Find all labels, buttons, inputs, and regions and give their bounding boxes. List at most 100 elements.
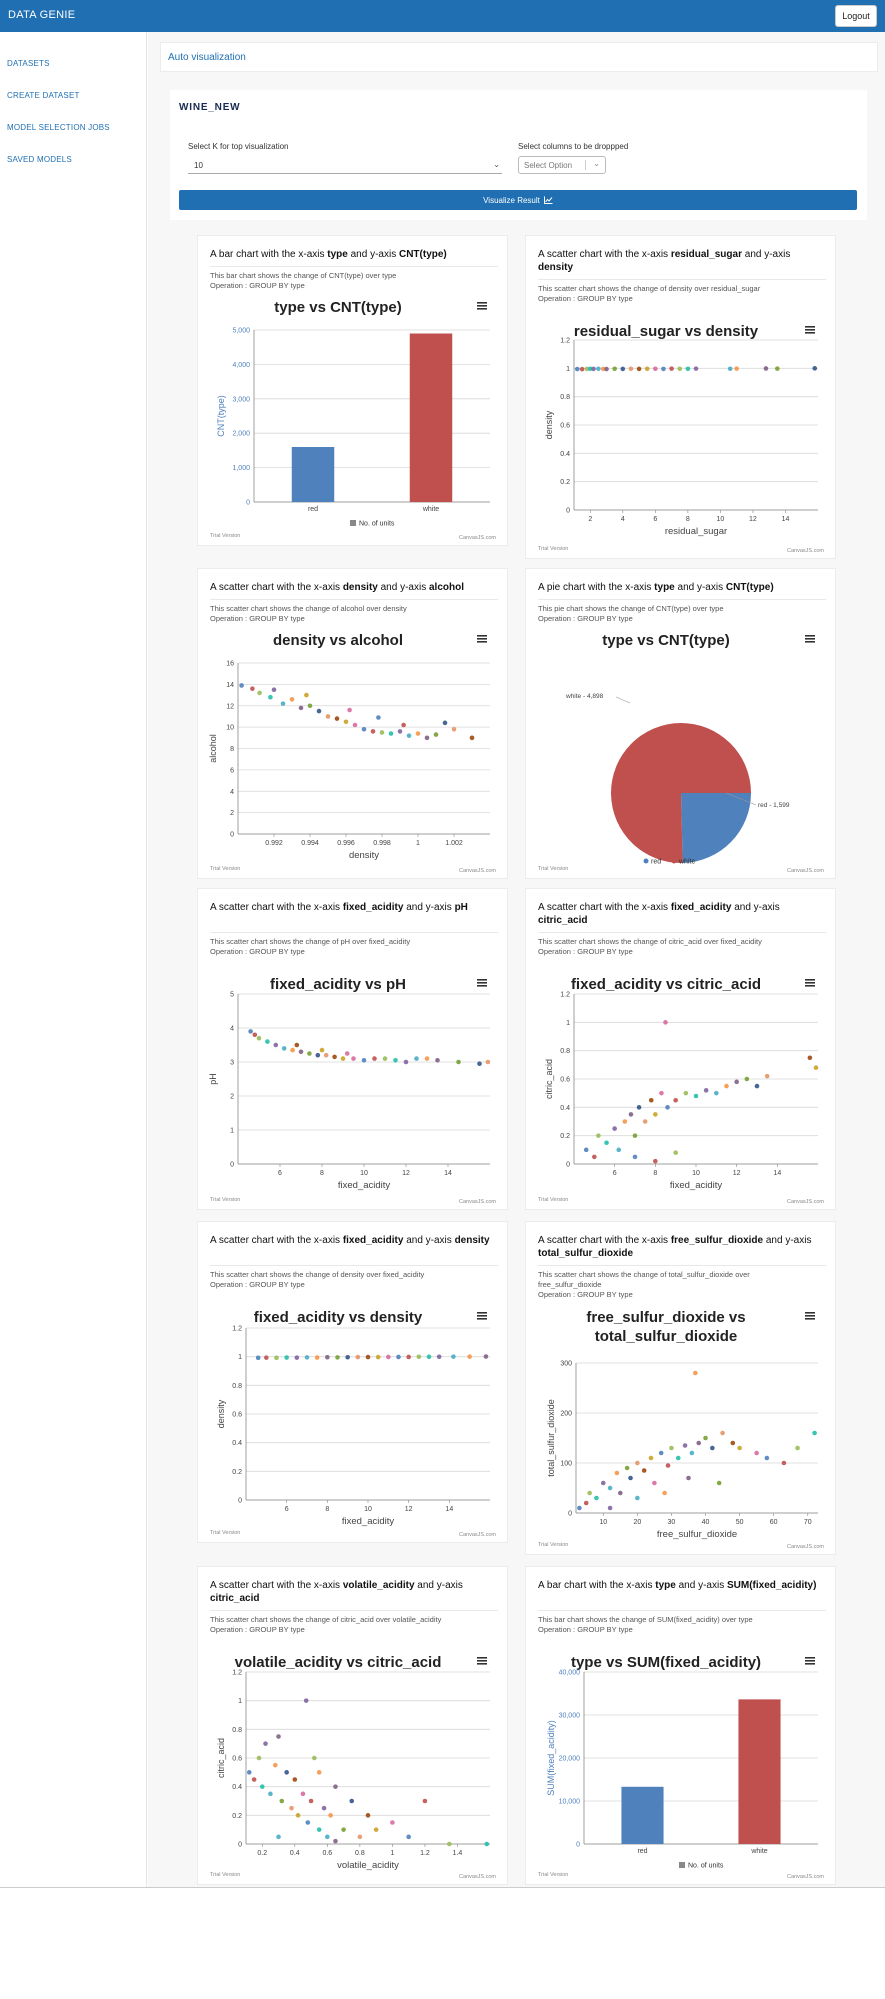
scatter-point[interactable] [467, 1354, 472, 1359]
scatter-point[interactable] [319, 1047, 325, 1053]
scatter-point[interactable] [484, 1841, 490, 1847]
scatter-point[interactable] [393, 1058, 398, 1063]
scatter-point[interactable] [382, 1056, 388, 1061]
scatter-point[interactable] [401, 722, 406, 728]
scatter-point[interactable] [456, 1059, 461, 1065]
scatter-point[interactable] [414, 1056, 419, 1061]
scatter-point[interactable] [618, 1490, 623, 1496]
scatter-point[interactable] [315, 1052, 321, 1058]
scatter-point[interactable] [659, 1090, 664, 1096]
scatter-point[interactable] [268, 694, 273, 700]
sidebar-item-saved-models[interactable]: SAVED MODELS [7, 155, 72, 164]
scatter-point[interactable] [343, 719, 349, 725]
scatter-point[interactable] [583, 1500, 589, 1506]
scatter-point[interactable] [795, 1445, 800, 1451]
scatter-point[interactable] [298, 705, 304, 711]
scatter-point[interactable] [720, 1430, 725, 1436]
scatter-point[interactable] [340, 1056, 346, 1061]
scatter-point[interactable] [290, 1047, 295, 1053]
scatter-point[interactable] [477, 1061, 482, 1066]
scatter-point[interactable] [294, 1042, 300, 1048]
pie-slice-white[interactable] [611, 723, 751, 863]
scatter-point[interactable] [273, 1042, 279, 1048]
scatter-point[interactable] [579, 366, 585, 372]
scatter-point[interactable] [312, 1755, 317, 1761]
scatter-point[interactable] [600, 1480, 606, 1486]
scatter-point[interactable] [246, 1770, 252, 1775]
scatter-point[interactable] [332, 1054, 337, 1060]
scatter-point[interactable] [632, 1133, 638, 1138]
scatter-point[interactable] [357, 1834, 363, 1840]
scatter-point[interactable] [451, 726, 457, 732]
scatter-point[interactable] [255, 1355, 261, 1361]
scatter-point[interactable] [271, 687, 277, 693]
scatter-point[interactable] [321, 1805, 327, 1811]
logout-button[interactable]: Logout [835, 5, 877, 27]
scatter-point[interactable] [365, 1813, 371, 1818]
scatter-point[interactable] [284, 1355, 289, 1360]
k-select[interactable]: 10 ⌄ [188, 158, 502, 174]
scatter-point[interactable] [314, 1355, 320, 1360]
scatter-point[interactable] [316, 1827, 322, 1832]
sidebar-item-datasets[interactable]: DATASETS [7, 59, 50, 68]
scatter-point[interactable] [256, 1035, 262, 1041]
scatter-point[interactable] [813, 1065, 819, 1070]
scatter-point[interactable] [325, 714, 331, 719]
scatter-point[interactable] [268, 1791, 273, 1797]
scatter-point[interactable] [764, 1073, 770, 1079]
scatter-point[interactable] [714, 1090, 719, 1096]
scatter-point[interactable] [754, 1083, 760, 1089]
scatter-point[interactable] [274, 1355, 279, 1361]
canvasjs-credit-link[interactable]: CanvasJS.com [787, 1544, 824, 1550]
bar-white[interactable] [409, 333, 453, 502]
scatter-point[interactable] [604, 366, 609, 372]
scatter-point[interactable] [661, 366, 666, 372]
scatter-point[interactable] [335, 1355, 340, 1360]
scatter-point[interactable] [341, 1827, 346, 1832]
scatter-point[interactable] [775, 366, 780, 371]
scatter-point[interactable] [620, 366, 626, 372]
scatter-point[interactable] [307, 703, 313, 709]
sidebar-item-model-selection-jobs[interactable]: MODEL SELECTION JOBS [7, 123, 110, 132]
scatter-point[interactable] [583, 1147, 589, 1153]
scatter-point[interactable] [594, 1495, 599, 1501]
scatter-point[interactable] [658, 1450, 664, 1456]
scatter-point[interactable] [648, 1097, 654, 1103]
scatter-point[interactable] [677, 366, 683, 372]
scatter-point[interactable] [587, 1490, 592, 1496]
scatter-point[interactable] [289, 1805, 294, 1811]
scatter-point[interactable] [422, 1798, 428, 1804]
scatter-point[interactable] [397, 729, 403, 734]
drop-columns-select[interactable]: Select Option ⌄ [518, 156, 606, 174]
scatter-point[interactable] [703, 1435, 708, 1441]
scatter-point[interactable] [280, 701, 286, 706]
scatter-point[interactable] [716, 1480, 722, 1486]
scatter-point[interactable] [622, 1119, 628, 1124]
scatter-point[interactable] [689, 1450, 695, 1456]
canvasjs-credit-link[interactable]: CanvasJS.com [787, 548, 824, 554]
hamburger-menu-icon[interactable] [805, 1312, 815, 1320]
scatter-point[interactable] [376, 715, 381, 720]
scatter-point[interactable] [328, 1813, 333, 1818]
scatter-point[interactable] [812, 1430, 817, 1436]
scatter-point[interactable] [323, 1052, 329, 1058]
scatter-point[interactable] [648, 1455, 654, 1461]
scatter-point[interactable] [616, 1147, 622, 1153]
scatter-point[interactable] [406, 1834, 411, 1840]
scatter-point[interactable] [607, 1505, 613, 1511]
scatter-point[interactable] [653, 1112, 658, 1117]
scatter-point[interactable] [334, 716, 340, 721]
scatter-point[interactable] [284, 1770, 289, 1775]
scatter-point[interactable] [635, 1495, 640, 1501]
scatter-point[interactable] [272, 1762, 278, 1768]
scatter-point[interactable] [812, 366, 818, 371]
scatter-point[interactable] [435, 1058, 440, 1063]
scatter-point[interactable] [295, 1813, 301, 1818]
scatter-point[interactable] [239, 683, 244, 688]
scatter-point[interactable] [686, 1475, 691, 1481]
scatter-point[interactable] [577, 1505, 582, 1511]
scatter-point[interactable] [325, 1354, 330, 1360]
scatter-point[interactable] [632, 1154, 638, 1160]
scatter-point[interactable] [265, 1039, 270, 1044]
scatter-point[interactable] [641, 1468, 647, 1473]
